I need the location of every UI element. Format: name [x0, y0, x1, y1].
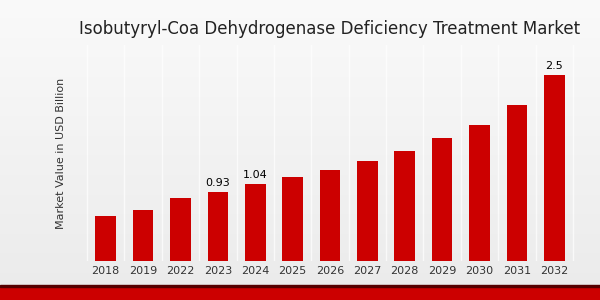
Bar — [432, 138, 452, 261]
Bar — [283, 177, 303, 261]
Bar — [469, 125, 490, 261]
Y-axis label: Market Value in USD Billion: Market Value in USD Billion — [56, 77, 67, 229]
Bar — [394, 151, 415, 261]
Bar — [544, 75, 565, 261]
Title: Isobutyryl-Coa Dehydrogenase Deficiency Treatment Market: Isobutyryl-Coa Dehydrogenase Deficiency … — [79, 20, 581, 38]
Bar — [320, 170, 340, 261]
Bar — [245, 184, 266, 261]
Bar — [95, 216, 116, 261]
Bar — [208, 192, 228, 261]
Text: 1.04: 1.04 — [243, 170, 268, 180]
Bar — [170, 198, 191, 261]
Bar — [133, 210, 154, 261]
Bar — [357, 161, 377, 261]
Bar — [506, 105, 527, 261]
Text: 0.93: 0.93 — [205, 178, 230, 188]
Text: 2.5: 2.5 — [545, 61, 563, 71]
